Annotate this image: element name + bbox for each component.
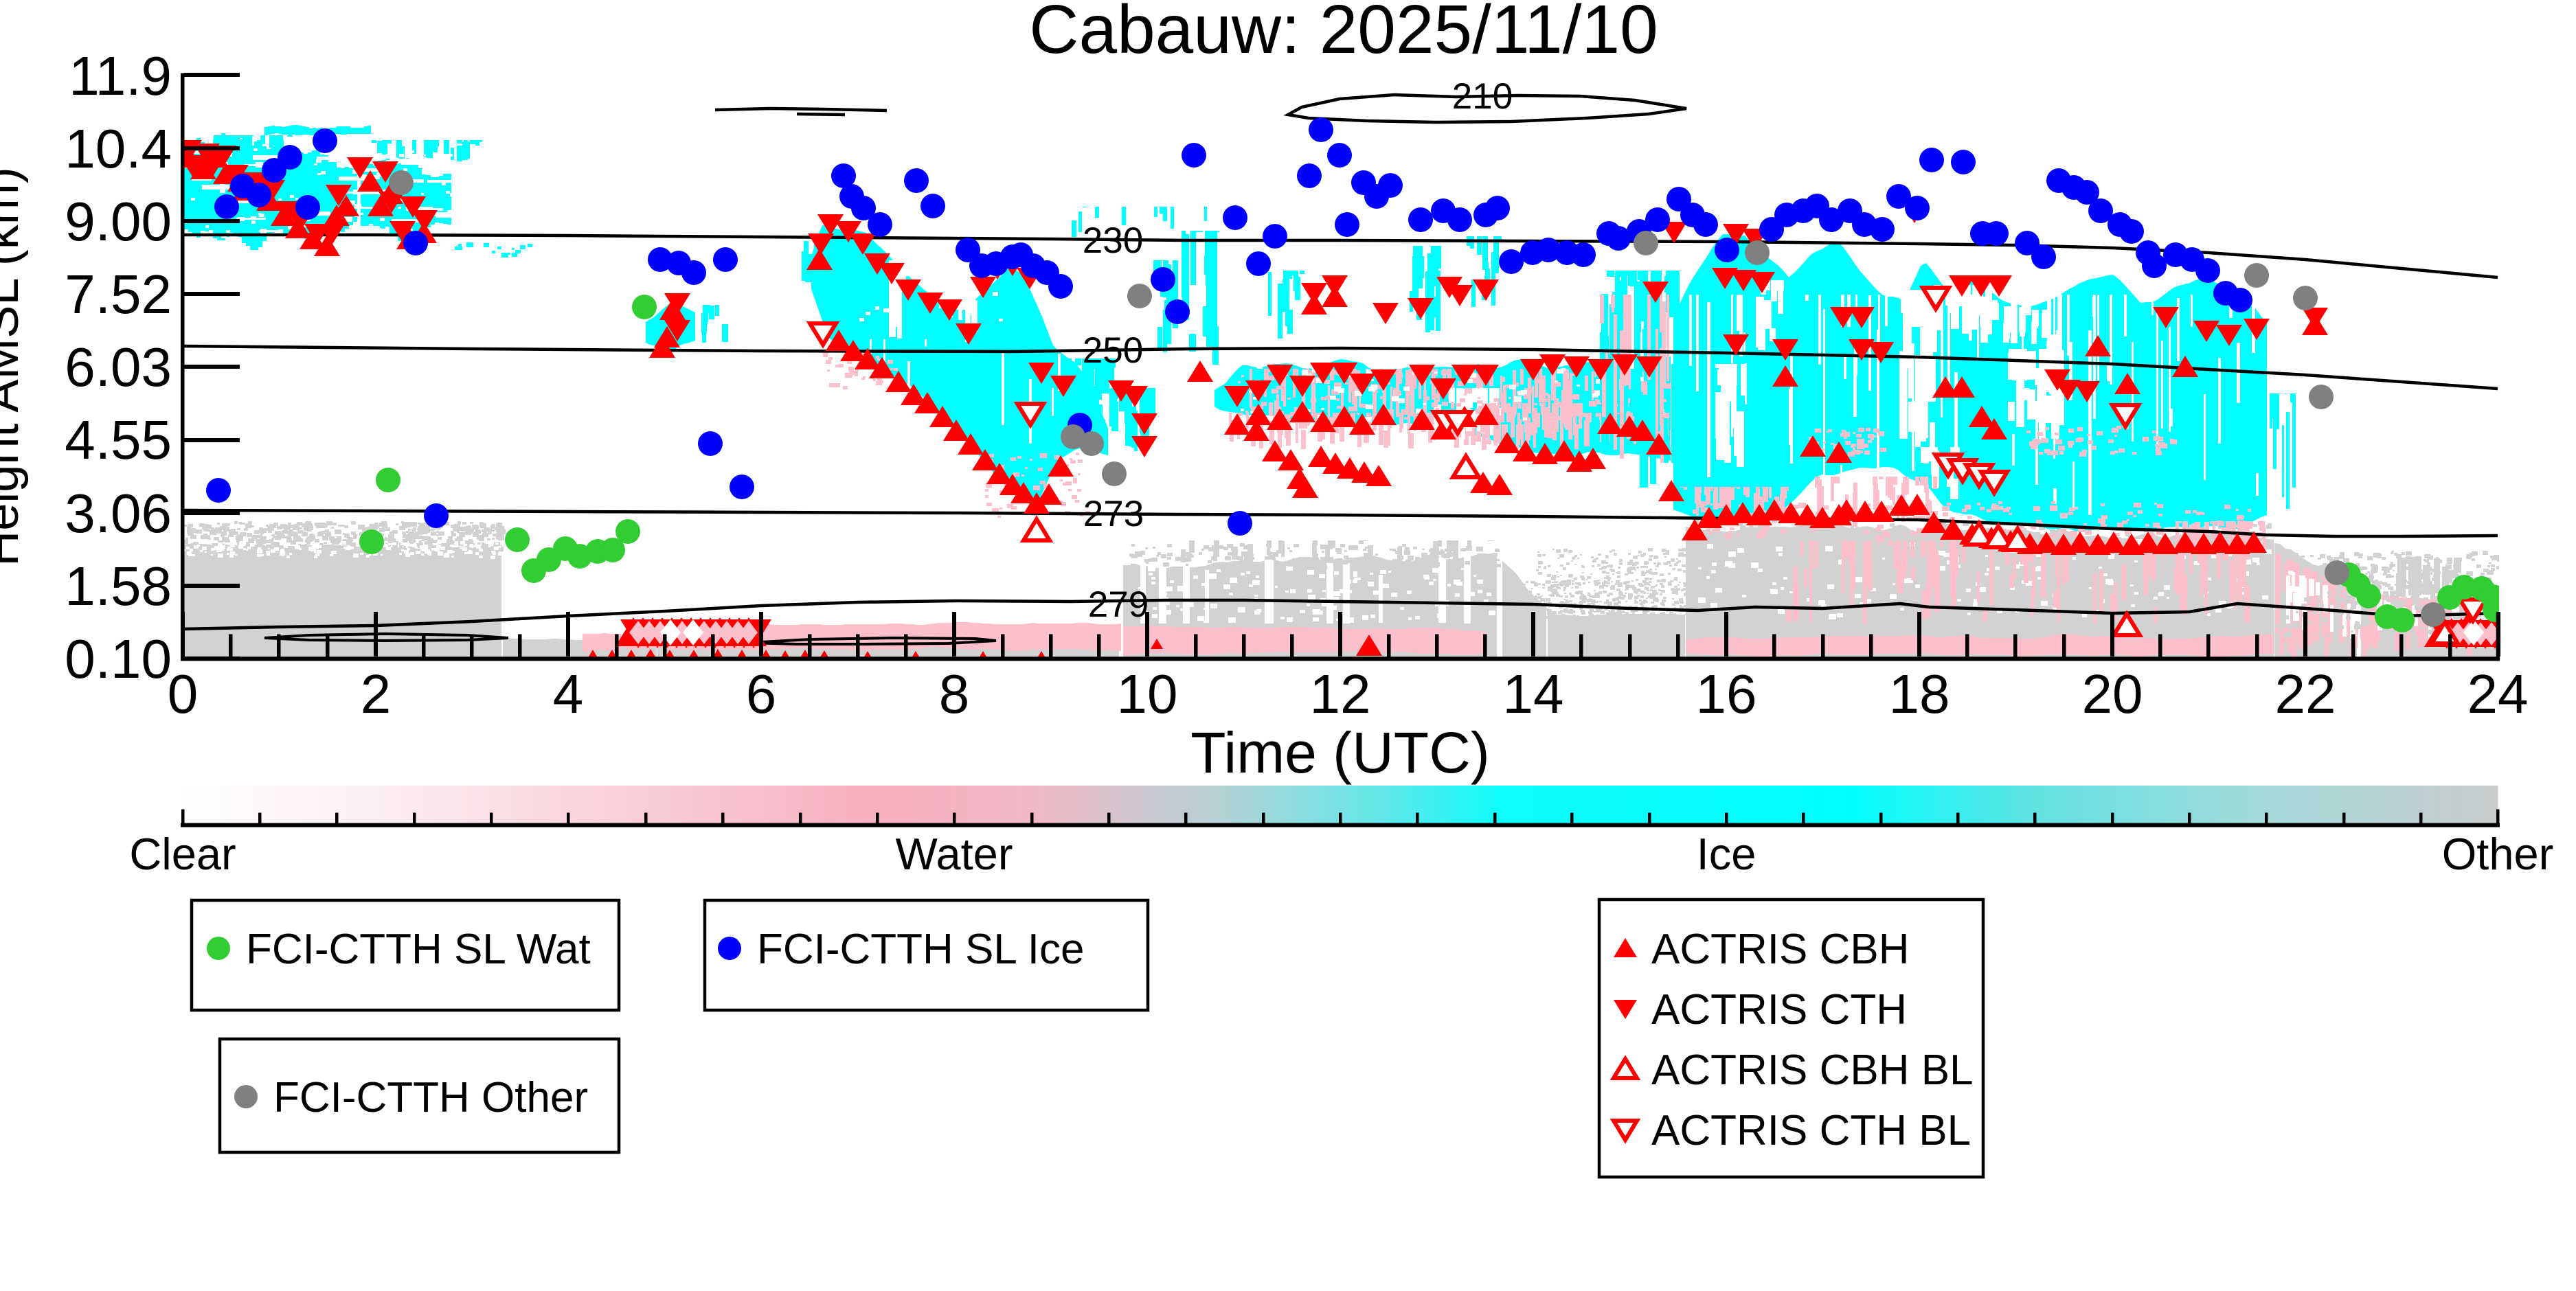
svg-text:24: 24 (2467, 663, 2529, 724)
svg-text:FCI-CTTH SL Ice: FCI-CTTH SL Ice (757, 926, 1085, 973)
svg-text:FCI-CTTH SL Wat: FCI-CTTH SL Wat (246, 926, 591, 973)
svg-text:7.52: 7.52 (65, 264, 172, 325)
svg-text:9.00: 9.00 (65, 191, 172, 252)
svg-text:12: 12 (1310, 663, 1371, 724)
svg-text:4.55: 4.55 (65, 409, 172, 470)
svg-text:4: 4 (553, 663, 584, 724)
svg-text:20: 20 (2082, 663, 2143, 724)
svg-text:ACTRIS CBH BL: ACTRIS CBH BL (1651, 1047, 1974, 1094)
svg-text:210: 210 (1452, 76, 1513, 117)
svg-text:6: 6 (746, 663, 777, 724)
svg-text:273: 273 (1083, 494, 1144, 534)
svg-text:FCI-CTTH Other: FCI-CTTH Other (273, 1074, 588, 1121)
svg-text:Ice: Ice (1697, 829, 1756, 879)
svg-text:Clear: Clear (129, 829, 236, 879)
svg-text:ACTRIS CTH BL: ACTRIS CTH BL (1651, 1107, 1971, 1154)
svg-text:230: 230 (1083, 220, 1143, 261)
svg-text:2: 2 (361, 663, 392, 724)
svg-text:ACTRIS CBH: ACTRIS CBH (1651, 926, 1909, 973)
svg-text:16: 16 (1696, 663, 1757, 724)
svg-text:0.10: 0.10 (65, 628, 172, 689)
svg-text:14: 14 (1503, 663, 1564, 724)
svg-text:Cabauw: 2025/11/10: Cabauw: 2025/11/10 (1029, 0, 1658, 68)
svg-text:Time (UTC): Time (UTC) (1190, 720, 1489, 785)
svg-text:ACTRIS CTH: ACTRIS CTH (1651, 986, 1907, 1033)
svg-text:279: 279 (1088, 584, 1149, 625)
svg-text:10.4: 10.4 (65, 118, 172, 179)
svg-text:1.58: 1.58 (65, 556, 172, 617)
svg-text:6.03: 6.03 (65, 336, 172, 398)
svg-text:10: 10 (1117, 663, 1178, 724)
svg-text:3.06: 3.06 (65, 483, 172, 544)
svg-text:Height AMSL (km): Height AMSL (km) (0, 167, 29, 566)
svg-text:250: 250 (1083, 330, 1143, 371)
svg-text:Other: Other (2442, 829, 2554, 879)
svg-text:Water: Water (896, 829, 1013, 879)
svg-text:11.9: 11.9 (69, 45, 172, 106)
svg-text:0: 0 (168, 663, 199, 724)
svg-text:18: 18 (1889, 663, 1950, 724)
svg-text:8: 8 (939, 663, 970, 724)
svg-text:22: 22 (2275, 663, 2336, 724)
